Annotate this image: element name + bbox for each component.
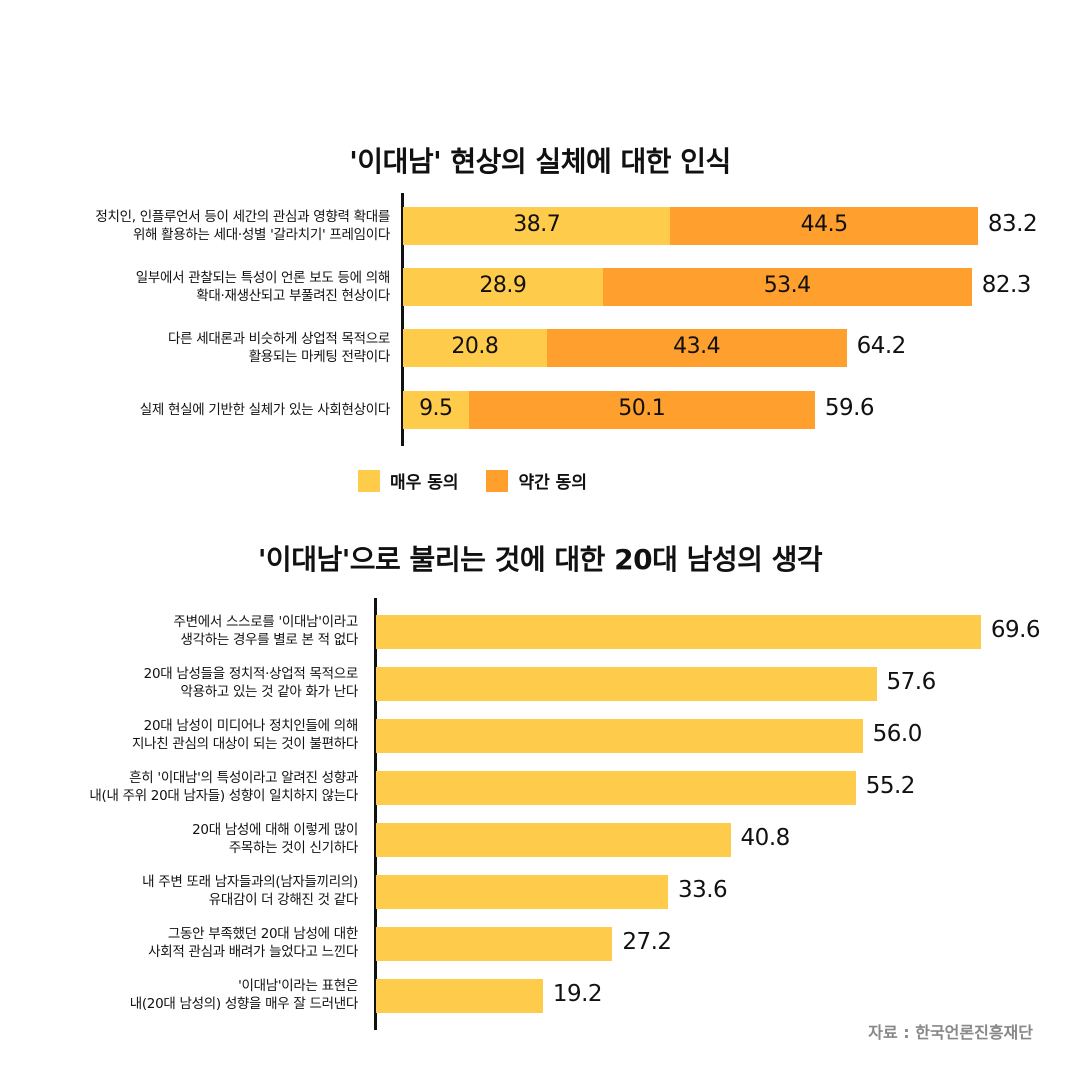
bar: [376, 771, 856, 805]
data-label: 20.8: [451, 334, 499, 359]
category-label: 20대 남성이 미디어나 정치인들에 의해 지나친 관심의 대상이 되는 것이 …: [132, 718, 358, 752]
legend-label: 매우 동의: [390, 473, 459, 493]
legend-item-somewhat-agree: 약간 동의: [486, 468, 587, 493]
data-label: 69.6: [990, 617, 1041, 643]
category-label: 내 주변 또래 남자들과의(남자들끼리의) 유대감이 더 강해진 것 같다: [142, 874, 358, 908]
data-label: 43.4: [673, 334, 721, 359]
data-label: 38.7: [513, 212, 561, 237]
data-label: 33.6: [677, 877, 728, 903]
source-note: 자료 : 한국언론진흥재단: [868, 1023, 1033, 1042]
bar-segment: [403, 329, 547, 367]
data-label: 44.5: [800, 212, 848, 237]
category-label: '이대남'이라는 표현은 내(20대 남성의) 성향을 매우 잘 드러낸다: [129, 978, 359, 1012]
category-label: 주변에서 스스로를 '이대남'이라고 생각하는 경우를 별로 본 적 없다: [173, 614, 359, 648]
data-label: 57.6: [886, 669, 937, 695]
data-label: 27.2: [622, 929, 672, 955]
bar-segment: [403, 207, 671, 245]
legend-swatch: [486, 469, 509, 492]
category-label: 실제 현실에 기반한 실체가 있는 사회현상이다: [139, 402, 391, 418]
category-label: 정치인, 인플루언서 등이 세간의 관심과 영향력 확대를 위해 활용하는 세대…: [95, 209, 390, 243]
legend-swatch: [358, 469, 380, 492]
chart1-title: '이대남' 현상의 실체에 대한 인식: [349, 145, 731, 178]
bar: [376, 719, 863, 753]
bar: [376, 979, 543, 1013]
bar: [376, 823, 731, 857]
bar-segment: [602, 268, 972, 306]
category-label: 20대 남성에 대해 이렇게 많이 주목하는 것이 신기하다: [192, 822, 358, 856]
data-label: 55.2: [865, 773, 916, 799]
category-label: 다른 세대론과 비슷하게 상업적 목적으로 활용되는 마케팅 전략이다: [167, 331, 390, 365]
data-label: 28.9: [479, 273, 527, 298]
category-label: 흔히 '이대남'의 특성이라고 알려진 성향과 내(내 주위 20대 남자들) …: [89, 770, 358, 804]
chart1-legend: 매우 동의 약간 동의: [358, 468, 615, 493]
data-label: 40.8: [740, 825, 791, 851]
bar-segment: [468, 391, 815, 429]
chart2-axis: [374, 598, 377, 1030]
bar-segment: [403, 391, 469, 429]
bar: [376, 875, 668, 909]
total-label: 64.2: [856, 333, 907, 359]
legend-item-strongly-agree: 매우 동의: [358, 468, 458, 493]
data-label: 19.2: [552, 981, 603, 1007]
chart1-axis: [401, 193, 404, 446]
category-label: 그동안 부족했던 20대 남성에 대한 사회적 관심과 배려가 늘었다고 느낀다: [148, 926, 358, 960]
bar-segment: [670, 207, 978, 245]
data-label: 56.0: [872, 721, 923, 747]
total-label: 83.2: [987, 211, 1038, 237]
chart2-title: '이대남'으로 불리는 것에 대한 20대 남성의 생각: [257, 543, 823, 576]
data-label: 53.4: [763, 273, 811, 298]
category-label: 일부에서 관찰되는 특성이 언론 보도 등에 의해 확대·재생산되고 부풀려진 …: [135, 270, 391, 304]
total-label: 59.6: [824, 395, 875, 421]
bar: [376, 667, 877, 701]
legend-label: 약간 동의: [518, 473, 587, 493]
category-label: 20대 남성들을 정치적·상업적 목적으로 악용하고 있는 것 같아 화가 난다: [143, 666, 359, 700]
data-label: 50.1: [618, 396, 666, 421]
bar-segment: [403, 268, 603, 306]
bar: [376, 615, 981, 649]
bar: [376, 927, 613, 961]
bar-segment: [546, 329, 847, 367]
total-label: 82.3: [981, 272, 1032, 298]
data-label: 9.5: [419, 396, 453, 421]
